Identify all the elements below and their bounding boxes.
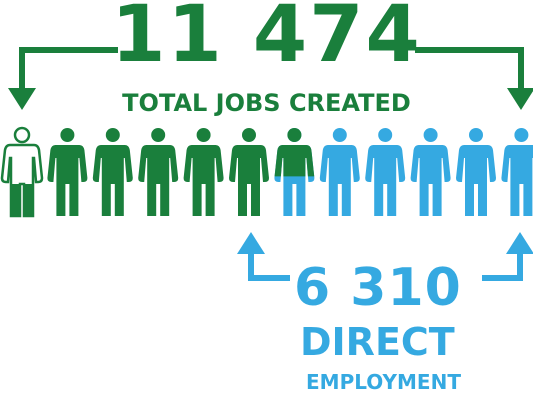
person-icon [274, 128, 315, 216]
direct-arrow-left-head [237, 232, 265, 254]
direct-arrow-right-head [506, 232, 533, 254]
direct-caption: DIRECT [300, 320, 455, 364]
person-icon [365, 128, 406, 216]
person-icon [229, 128, 269, 216]
total-arrow-right [415, 47, 524, 92]
person-icon [410, 128, 451, 216]
person-icon [47, 128, 88, 216]
total-jobs-number: 11 474 [111, 0, 422, 80]
person-icon [138, 128, 179, 216]
total-arrow-left [19, 47, 118, 92]
person-icon [0, 126, 44, 218]
person-icon [92, 128, 133, 216]
direct-arrow-right [482, 250, 523, 281]
direct-jobs-number: 6 310 [294, 258, 462, 318]
total-arrow-left-head [8, 88, 36, 110]
total-arrow-right-head [507, 88, 533, 110]
employment-caption: EMPLOYMENT [306, 370, 461, 394]
direct-arrow-left [248, 250, 290, 281]
person-icon [319, 128, 360, 216]
person-icon [501, 128, 533, 216]
total-jobs-caption: TOTAL JOBS CREATED [122, 89, 411, 117]
person-icon [456, 128, 496, 216]
person-icon [183, 128, 224, 216]
